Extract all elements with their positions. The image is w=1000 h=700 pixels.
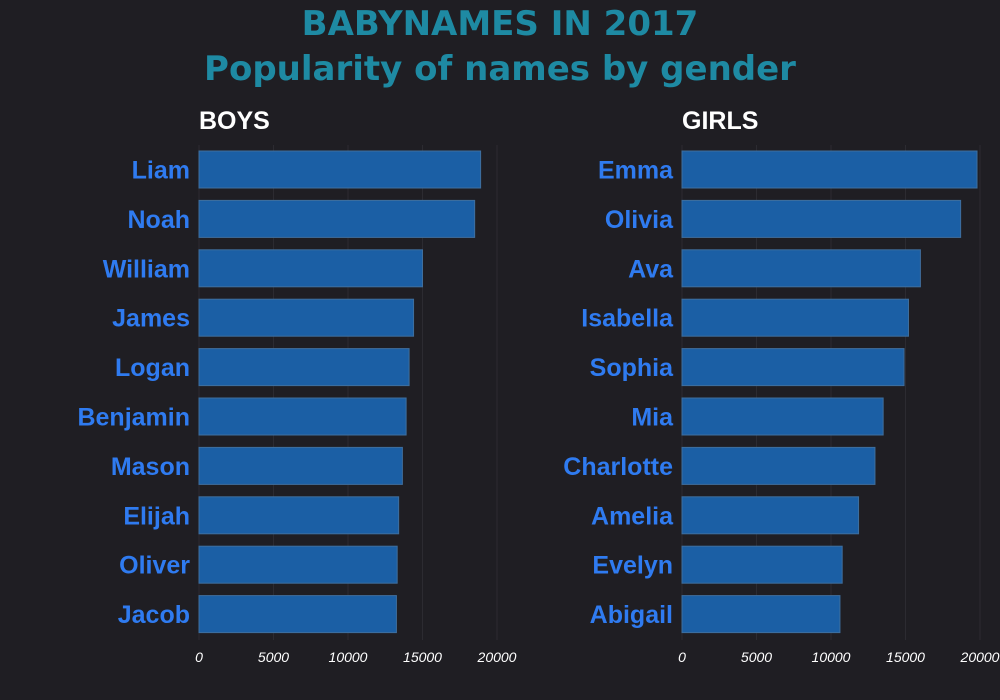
boys-category-label-elijah: Elijah (123, 502, 190, 530)
girls-category-label-isabella: Isabella (581, 305, 674, 333)
boys-x-tick-label-2: 10000 (329, 649, 368, 665)
girls-category-label-evelyn: Evelyn (592, 552, 673, 580)
boys-x-tick-label-3: 15000 (403, 649, 442, 665)
boys-category-label-benjamin: Benjamin (77, 404, 190, 432)
boys-category-label-liam: Liam (132, 157, 190, 185)
girls-panel-title: GIRLS (682, 107, 758, 135)
girls-category-label-mia: Mia (631, 404, 674, 432)
boys-panel: BOYS Liam Noah William James Logan Benjamin Mas… (77, 107, 516, 665)
boys-category-label-logan: Logan (115, 354, 190, 382)
girls-category-label-amelia: Amelia (591, 502, 674, 530)
boys-bar-oliver (198, 545, 398, 584)
chart-title-line-2: Popularity of names by gender (204, 49, 796, 89)
boys-category-label-william: William (103, 255, 190, 283)
boys-bar-elijah (198, 496, 400, 535)
girls-x-tick-label-4: 20000 (960, 649, 1000, 665)
boys-x-tick-label-1: 5000 (258, 649, 289, 665)
girls-bar-mia (681, 397, 884, 436)
girls-bar-emma (681, 150, 978, 189)
boys-bar-jacob (198, 595, 397, 634)
girls-category-label-emma: Emma (598, 157, 674, 185)
girls-category-label-sophia: Sophia (590, 354, 674, 382)
boys-bar-logan (198, 348, 410, 387)
boys-x-tick-label-4: 20000 (477, 649, 517, 665)
boys-bar-liam (198, 150, 482, 189)
boys-bar-william (198, 249, 423, 288)
boys-bar-james (198, 298, 415, 337)
boys-x-tick-label-0: 0 (195, 649, 203, 665)
girls-category-label-ava: Ava (628, 255, 674, 283)
boys-category-label-oliver: Oliver (119, 552, 190, 580)
boys-category-label-noah: Noah (128, 206, 191, 234)
girls-bar-amelia (681, 496, 860, 535)
boys-bar-benjamin (198, 397, 407, 436)
girls-bar-ava (681, 249, 921, 288)
girls-panel: GIRLS Emma Olivia Ava Isabella Sophia Mia Charl… (563, 107, 999, 665)
girls-category-label-olivia: Olivia (605, 206, 674, 234)
boys-category-label-mason: Mason (111, 453, 190, 481)
girls-x-tick-label-2: 10000 (812, 649, 851, 665)
girls-bar-charlotte (681, 446, 876, 485)
girls-bar-isabella (681, 298, 909, 337)
girls-x-tick-label-3: 15000 (886, 649, 925, 665)
girls-bar-abigail (681, 595, 841, 634)
boys-category-label-jacob: Jacob (118, 601, 190, 629)
girls-bar-olivia (681, 199, 962, 238)
girls-bar-sophia (681, 348, 905, 387)
boys-panel-title: BOYS (199, 107, 270, 135)
girls-category-label-abigail: Abigail (590, 601, 673, 629)
boys-bar-mason (198, 446, 403, 485)
boys-bar-noah (198, 199, 476, 238)
girls-bar-evelyn (681, 545, 843, 584)
boys-category-label-james: James (112, 305, 190, 333)
girls-x-tick-label-0: 0 (678, 649, 686, 665)
chart-title-line-1: BABYNAMES IN 2017 (302, 4, 699, 44)
girls-category-label-charlotte: Charlotte (563, 453, 673, 481)
girls-x-tick-label-1: 5000 (741, 649, 772, 665)
